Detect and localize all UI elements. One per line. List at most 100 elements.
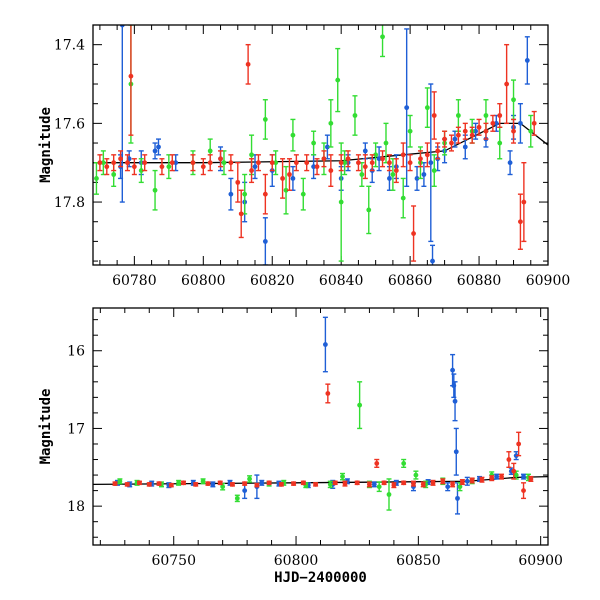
y-axis-title: Magnitude: [38, 107, 54, 183]
data-point: [249, 168, 254, 173]
data-point: [383, 140, 389, 146]
data-point: [313, 481, 319, 487]
data-point: [528, 476, 534, 482]
data-point: [518, 219, 523, 225]
series-red: [97, 25, 537, 262]
data-point: [159, 164, 165, 170]
plot-frame: [92, 24, 549, 266]
data-point: [200, 164, 206, 170]
data-point: [457, 484, 463, 490]
data-point: [142, 160, 148, 166]
data-point: [407, 160, 413, 166]
data-point: [280, 176, 285, 181]
data-point: [266, 480, 272, 486]
data-point: [193, 481, 199, 487]
y-axis-title: Magnitude: [38, 389, 54, 465]
data-point: [300, 191, 306, 197]
data-point: [359, 172, 365, 177]
data-point: [311, 164, 317, 170]
data-point: [247, 476, 252, 482]
data-point: [97, 160, 103, 166]
data-point: [531, 120, 537, 126]
data-point: [521, 199, 527, 205]
data-point: [176, 480, 182, 486]
x-tick-label: 60880: [457, 273, 502, 289]
data-point: [252, 164, 258, 170]
plot-area: [93, 316, 548, 515]
data-point: [357, 402, 363, 408]
data-point: [100, 160, 106, 166]
data-point: [242, 191, 248, 197]
data-point: [390, 172, 396, 177]
data-point: [462, 144, 468, 150]
data-point: [367, 481, 372, 487]
data-point: [362, 164, 368, 170]
data-point: [249, 152, 254, 158]
x-tick-label: 60800: [274, 553, 319, 569]
data-point: [173, 160, 179, 166]
data-point: [380, 156, 385, 162]
data-point: [464, 478, 470, 484]
data-point: [400, 195, 406, 201]
plot-area: [93, 25, 548, 265]
data-point: [459, 479, 465, 485]
data-point: [181, 480, 186, 486]
data-point: [238, 211, 244, 217]
data-point: [483, 128, 489, 134]
data-point: [131, 164, 137, 170]
data-point: [494, 474, 500, 480]
data-point: [414, 176, 420, 181]
data-point: [291, 481, 296, 487]
data-point: [338, 160, 344, 166]
x-tick-label: 60900: [518, 553, 563, 569]
x-tick-label: 60860: [388, 273, 433, 289]
data-point: [369, 160, 375, 166]
data-point: [376, 156, 382, 162]
data-point: [245, 61, 251, 67]
y-tick-label: 18: [67, 499, 85, 515]
data-point: [342, 481, 348, 487]
y-tick-label: 17.4: [54, 38, 85, 54]
data-point: [112, 481, 118, 487]
data-point: [418, 156, 423, 162]
data-point: [431, 168, 437, 173]
data-point: [452, 398, 458, 404]
data-point: [521, 488, 526, 494]
data-point: [207, 160, 213, 166]
bottom-panel: 60750 60800 60850 60900 16 17 18 Magnitude HJD−2…: [38, 307, 563, 586]
data-point: [376, 484, 382, 490]
data-point: [269, 160, 275, 166]
data-point: [435, 148, 441, 154]
data-point: [328, 168, 334, 173]
data-point: [273, 160, 279, 166]
data-point: [322, 342, 328, 347]
data-point: [218, 156, 223, 162]
data-point: [479, 477, 485, 483]
data-point: [342, 160, 348, 166]
series-green: [117, 381, 531, 511]
data-point: [340, 474, 345, 480]
data-point: [506, 457, 512, 462]
data-point: [455, 495, 460, 501]
data-point: [400, 152, 406, 158]
data-point: [304, 160, 310, 166]
data-point: [327, 481, 333, 487]
data-point: [217, 480, 223, 486]
data-point: [462, 128, 468, 134]
data-point: [190, 160, 196, 166]
data-point: [332, 480, 338, 486]
data-point: [507, 160, 513, 166]
data-point: [430, 258, 435, 264]
data-point: [205, 481, 211, 487]
data-point: [324, 144, 330, 150]
data-point: [391, 482, 397, 488]
data-point: [228, 191, 234, 197]
series-red: [112, 383, 534, 500]
data-point: [483, 113, 489, 118]
data-point: [117, 478, 123, 484]
data-point: [228, 160, 234, 166]
data-point: [338, 199, 344, 205]
data-point: [128, 73, 134, 79]
data-point: [497, 113, 503, 118]
data-point: [283, 187, 289, 193]
